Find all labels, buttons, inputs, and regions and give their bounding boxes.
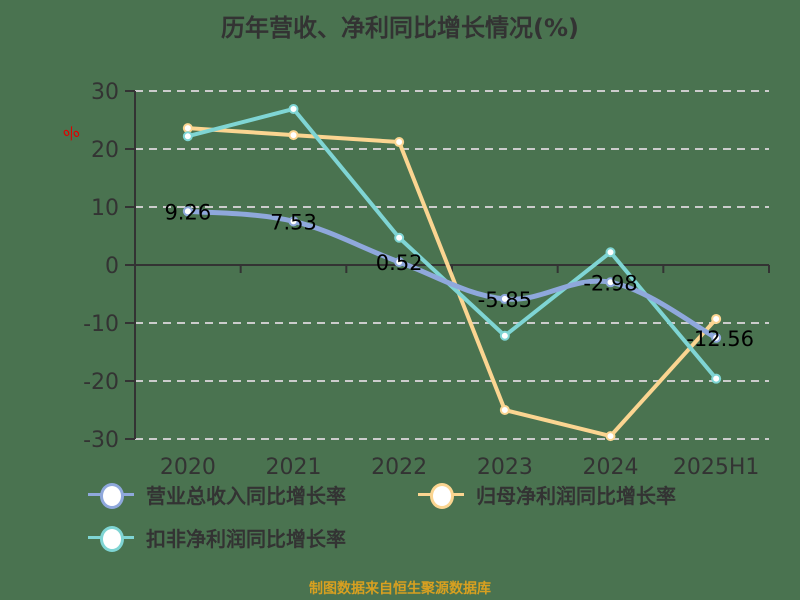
- data-label: 0.52: [376, 251, 423, 275]
- data-point[interactable]: [499, 293, 510, 304]
- y-tick-label: 0: [105, 254, 119, 279]
- data-source-note: 制图数据来自恒生聚源数据库: [309, 581, 491, 597]
- y-tick-label: 10: [91, 196, 119, 221]
- legend-marker-icon: [88, 525, 134, 552]
- y-tick-label: -30: [83, 428, 119, 453]
- legend-dot-icon: [430, 482, 454, 509]
- data-point[interactable]: [499, 405, 510, 415]
- data-point[interactable]: [711, 313, 722, 324]
- legend-item-deducted-profit[interactable]: 扣非净利润同比增长率: [88, 523, 346, 552]
- data-point[interactable]: [394, 256, 405, 267]
- data-label: 9.26: [164, 200, 211, 224]
- data-point[interactable]: [499, 330, 510, 341]
- data-point[interactable]: [711, 332, 722, 343]
- x-tick-label: 2025H1: [673, 455, 760, 480]
- y-tick-label: 30: [91, 80, 119, 105]
- data-point[interactable]: [605, 431, 616, 442]
- data-label: -2.98: [583, 271, 637, 295]
- y-unit-label: %: [60, 122, 83, 146]
- legend-dot-icon: [100, 525, 124, 552]
- legend-label: 扣非净利润同比增长率: [146, 527, 346, 551]
- x-tick-label: 2024: [583, 455, 639, 480]
- y-tick-label: 20: [91, 138, 119, 163]
- series-line: [187, 126, 718, 439]
- legend-dot-icon: [100, 482, 124, 509]
- legend-marker-icon: [88, 482, 134, 509]
- x-tick-label: 2021: [266, 455, 322, 480]
- x-tick-label: 2020: [160, 455, 216, 480]
- data-label: -12.56: [686, 327, 754, 351]
- x-tick-label: 2022: [371, 455, 427, 480]
- legend-marker-icon: [418, 482, 464, 509]
- data-point[interactable]: [288, 103, 299, 114]
- chart-title: 历年营收、净利同比增长情况(%): [221, 14, 579, 42]
- y-tick-label: -20: [83, 370, 119, 395]
- data-point[interactable]: [394, 137, 405, 148]
- data-point[interactable]: [394, 232, 405, 243]
- data-point[interactable]: [288, 130, 299, 141]
- data-label: -5.85: [478, 288, 532, 312]
- data-point[interactable]: [605, 247, 616, 258]
- x-tick-label: 2023: [477, 455, 533, 480]
- data-point[interactable]: [711, 373, 722, 384]
- data-point[interactable]: [288, 216, 299, 227]
- legend-item-revenue[interactable]: 营业总收入同比增长率: [88, 480, 346, 509]
- data-label: 7.53: [270, 210, 317, 234]
- legend-label: 营业总收入同比增长率: [146, 484, 346, 508]
- y-tick-label: -10: [83, 312, 119, 337]
- data-point[interactable]: [182, 131, 193, 142]
- legend-label: 归母净利润同比增长率: [476, 484, 676, 508]
- legend-item-net-profit[interactable]: 归母净利润同比增长率: [418, 480, 676, 509]
- series-line: [187, 208, 718, 341]
- data-point[interactable]: [605, 277, 616, 288]
- data-point[interactable]: [182, 206, 193, 217]
- data-point[interactable]: [182, 123, 193, 134]
